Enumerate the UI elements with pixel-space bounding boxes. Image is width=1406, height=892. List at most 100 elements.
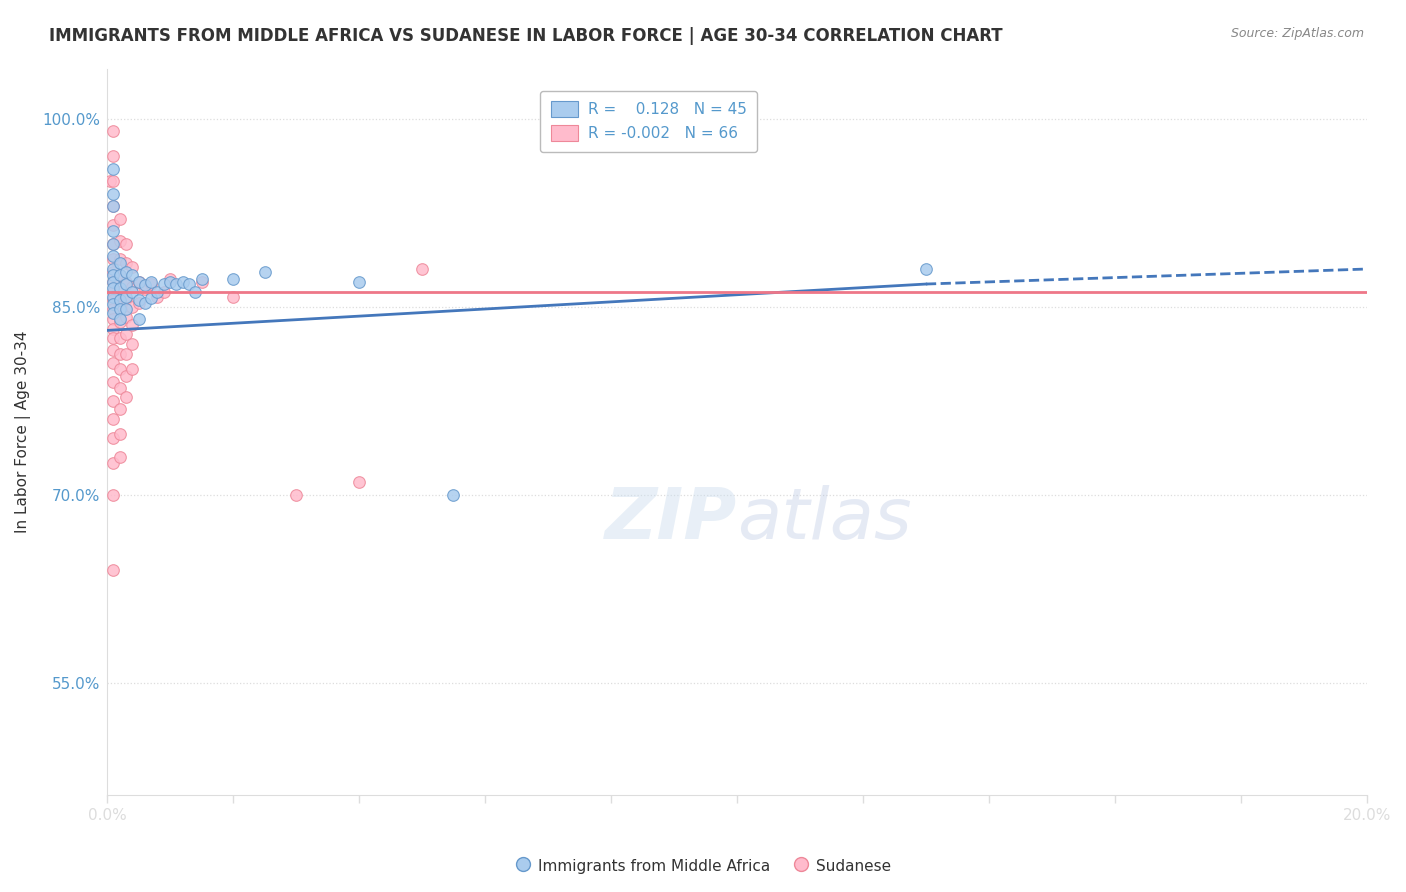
Point — [108, 268, 131, 283]
Point — [103, 186, 125, 201]
Legend: R =    0.128   N = 45, R = -0.002   N = 66: R = 0.128 N = 45, R = -0.002 N = 66 — [540, 91, 758, 152]
Point — [121, 337, 143, 351]
Point — [141, 291, 163, 305]
Point — [253, 264, 276, 278]
Point — [103, 199, 125, 213]
Y-axis label: In Labor Force | Age 30-34: In Labor Force | Age 30-34 — [15, 331, 31, 533]
Point — [184, 285, 207, 299]
Point — [115, 289, 138, 303]
Legend: Immigrants from Middle Africa, Sudanese: Immigrants from Middle Africa, Sudanese — [509, 852, 897, 880]
Point — [152, 277, 174, 291]
Point — [141, 275, 163, 289]
Point — [146, 285, 169, 299]
Point — [172, 275, 194, 289]
Point — [121, 285, 143, 299]
Point — [165, 277, 187, 291]
Point — [103, 431, 125, 445]
Point — [103, 236, 125, 251]
Point — [121, 300, 143, 314]
Point — [159, 275, 181, 289]
Point — [103, 250, 125, 264]
Point — [108, 381, 131, 395]
Point — [103, 275, 125, 289]
Point — [108, 285, 131, 299]
Point — [103, 281, 125, 295]
Point — [103, 563, 125, 577]
Point — [108, 450, 131, 464]
Point — [103, 264, 125, 278]
Point — [103, 285, 125, 299]
Point — [159, 272, 181, 286]
Point — [103, 275, 125, 289]
Point — [103, 306, 125, 320]
Point — [222, 272, 245, 286]
Point — [121, 268, 143, 283]
Point — [128, 296, 150, 310]
Point — [108, 252, 131, 266]
Text: IMMIGRANTS FROM MIDDLE AFRICA VS SUDANESE IN LABOR FORCE | AGE 30-34 CORRELATION: IMMIGRANTS FROM MIDDLE AFRICA VS SUDANES… — [49, 27, 1002, 45]
Point — [103, 262, 125, 277]
Point — [108, 235, 131, 249]
Point — [128, 312, 150, 326]
Point — [108, 293, 131, 308]
Point — [108, 302, 131, 317]
Point — [115, 368, 138, 383]
Point — [103, 375, 125, 389]
Point — [103, 293, 125, 308]
Text: atlas: atlas — [737, 484, 911, 554]
Point — [103, 487, 125, 501]
Point — [103, 161, 125, 176]
Point — [108, 256, 131, 270]
Point — [103, 331, 125, 345]
Point — [115, 390, 138, 404]
Point — [121, 260, 143, 274]
Point — [443, 487, 465, 501]
Point — [146, 289, 169, 303]
Point — [115, 236, 138, 251]
Point — [103, 412, 125, 426]
Point — [115, 264, 138, 278]
Point — [121, 318, 143, 333]
Point — [103, 218, 125, 232]
Point — [103, 174, 125, 188]
Point — [103, 252, 125, 266]
Point — [103, 268, 125, 283]
Point — [103, 124, 125, 138]
Point — [108, 281, 131, 295]
Point — [134, 282, 156, 296]
Point — [108, 315, 131, 329]
Point — [115, 277, 138, 291]
Point — [98, 174, 121, 188]
Point — [103, 343, 125, 358]
Point — [103, 312, 125, 326]
Point — [103, 393, 125, 408]
Point — [190, 275, 212, 289]
Point — [128, 275, 150, 289]
Point — [134, 278, 156, 293]
Point — [115, 302, 138, 317]
Point — [128, 293, 150, 308]
Point — [115, 327, 138, 342]
Point — [103, 199, 125, 213]
Point — [222, 289, 245, 303]
Point — [103, 149, 125, 163]
Point — [108, 331, 131, 345]
Point — [347, 475, 370, 489]
Point — [121, 362, 143, 376]
Point — [411, 262, 433, 277]
Point — [108, 402, 131, 417]
Point — [347, 275, 370, 289]
Point — [103, 456, 125, 470]
Text: ZIP: ZIP — [605, 484, 737, 554]
Point — [141, 277, 163, 291]
Point — [108, 427, 131, 442]
Point — [103, 297, 125, 311]
Point — [121, 279, 143, 293]
Point — [108, 312, 131, 326]
Text: Source: ZipAtlas.com: Source: ZipAtlas.com — [1230, 27, 1364, 40]
Point — [108, 362, 131, 376]
Point — [108, 300, 131, 314]
Point — [128, 275, 150, 289]
Point — [152, 285, 174, 299]
Point — [115, 310, 138, 324]
